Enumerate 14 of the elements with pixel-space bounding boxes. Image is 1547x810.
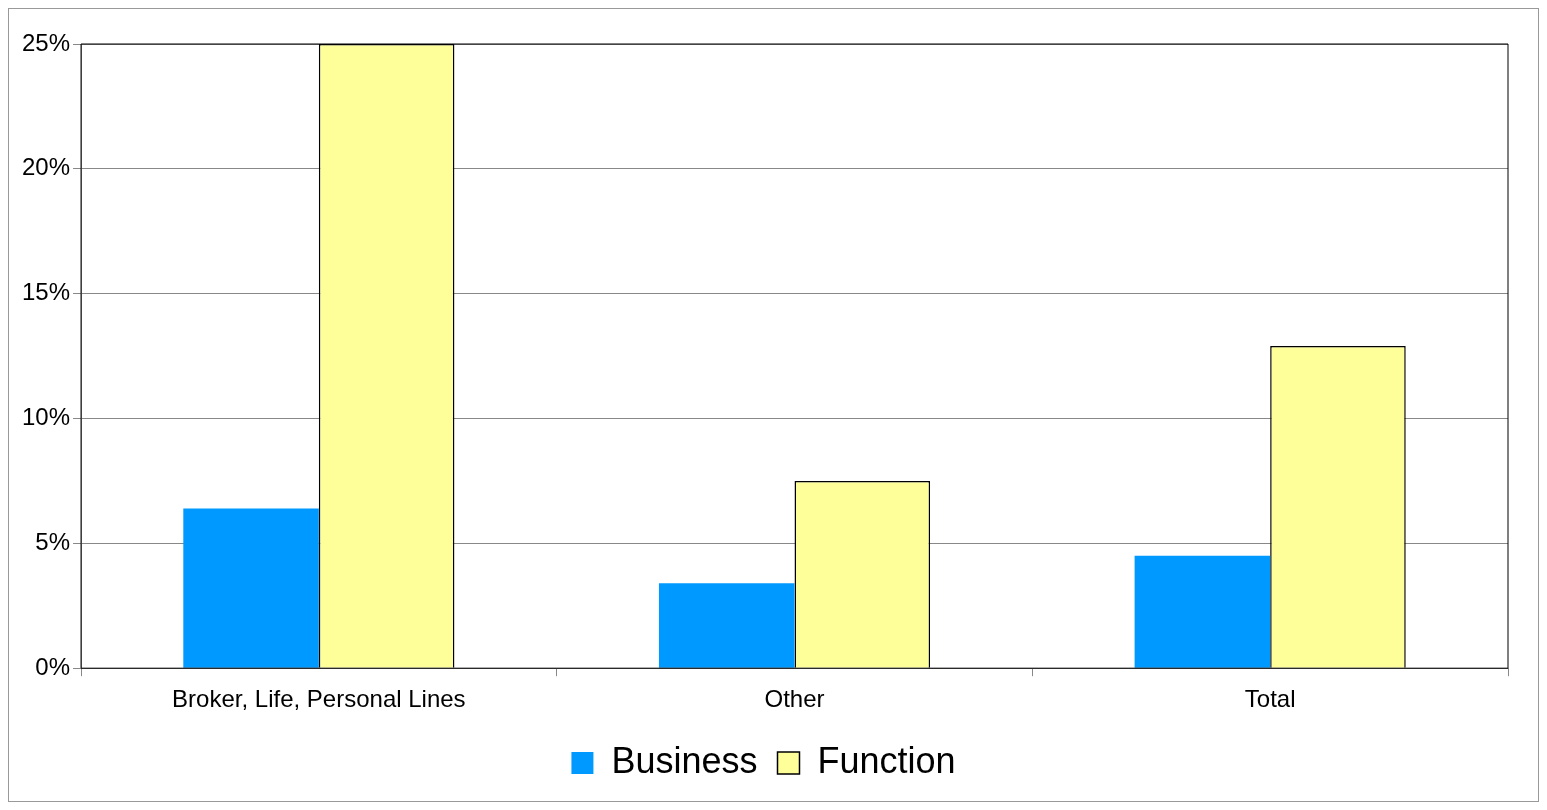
legend-label: Function	[817, 739, 956, 781]
legend-label: Business	[611, 739, 758, 781]
y-tick-label: 5%	[35, 527, 71, 555]
x-tick-label: Other	[764, 685, 825, 713]
bar	[1134, 555, 1271, 668]
bar	[658, 583, 795, 668]
y-tick-label: 10%	[21, 403, 71, 431]
y-tick-label: 0%	[35, 652, 71, 680]
bar	[183, 508, 319, 668]
y-tick-label: 20%	[21, 153, 71, 181]
y-tick-label: 15%	[21, 278, 71, 306]
x-tick-label: Total	[1244, 685, 1296, 713]
x-tick-label: Broker, Life, Personal Lines	[172, 685, 466, 713]
y-tick-label: 25%	[21, 28, 71, 56]
